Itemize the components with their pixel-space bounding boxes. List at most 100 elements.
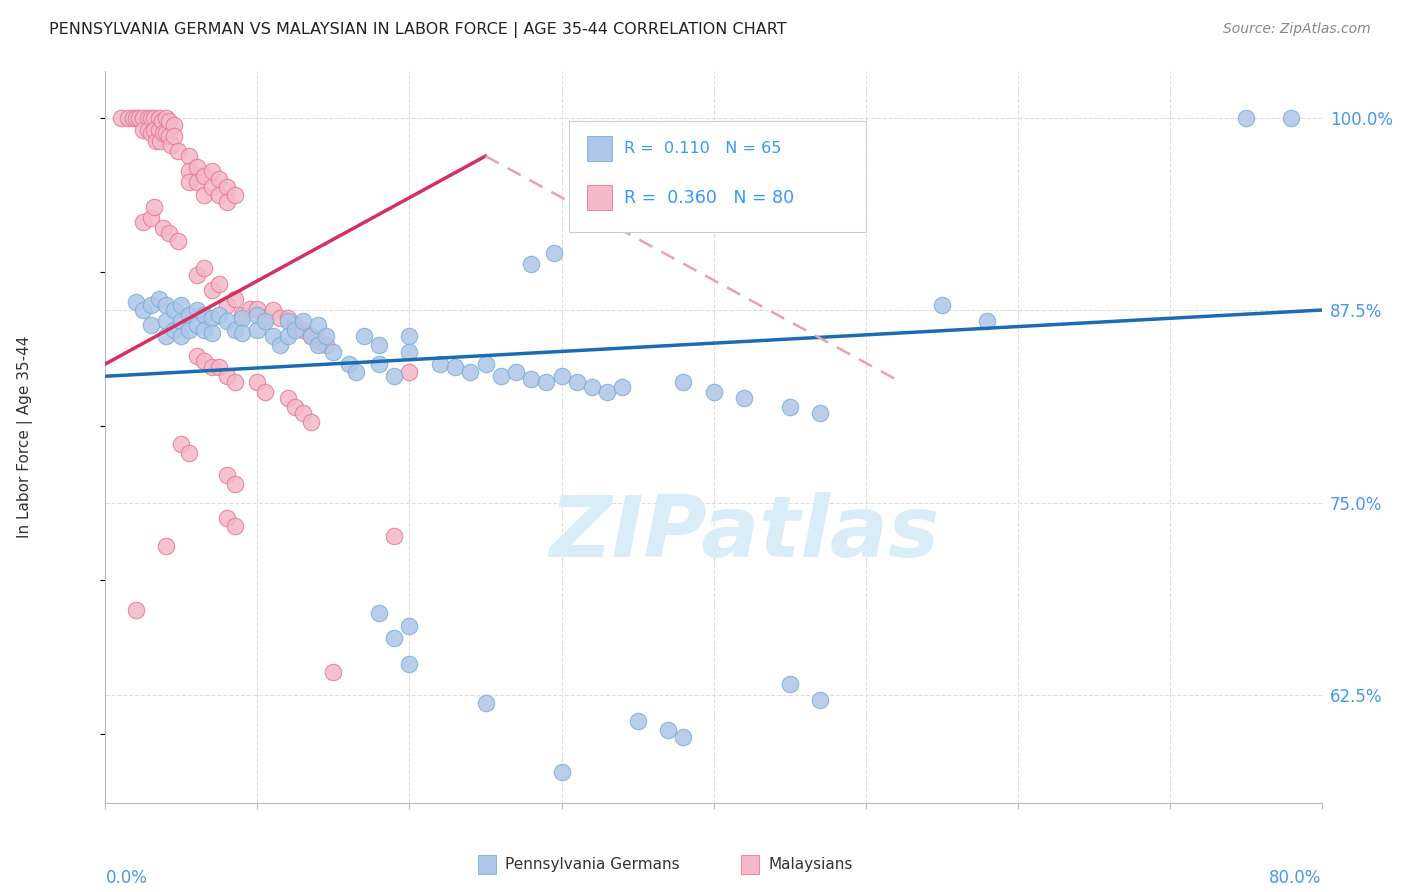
Text: 80.0%: 80.0%: [1270, 869, 1322, 887]
Point: [284, 323, 307, 337]
Point: [136, 123, 159, 137]
Point: [177, 164, 200, 178]
Point: [262, 329, 284, 343]
Point: [596, 384, 619, 399]
Point: [217, 195, 239, 210]
Point: [208, 172, 231, 186]
Point: [139, 126, 162, 140]
Point: [149, 134, 172, 148]
Point: [143, 111, 166, 125]
Point: [672, 215, 695, 229]
Point: [177, 446, 200, 460]
Point: [217, 369, 239, 384]
Point: [208, 308, 231, 322]
Point: [163, 303, 186, 318]
Point: [193, 323, 215, 337]
Point: [246, 323, 269, 337]
Point: [224, 187, 246, 202]
Point: [231, 308, 253, 322]
Point: [299, 329, 322, 343]
Point: [284, 318, 307, 333]
Point: [672, 730, 695, 744]
Point: [217, 511, 239, 525]
Point: [277, 329, 299, 343]
Point: [132, 215, 155, 229]
Point: [315, 338, 337, 352]
Point: [170, 314, 193, 328]
Point: [139, 318, 162, 333]
Text: ZIPatlas: ZIPatlas: [548, 491, 939, 574]
Point: [398, 365, 420, 379]
Text: Source: ZipAtlas.com: Source: ZipAtlas.com: [1223, 22, 1371, 37]
Point: [292, 406, 315, 420]
Point: [177, 149, 200, 163]
Point: [344, 365, 367, 379]
Point: [167, 145, 190, 159]
Point: [163, 118, 186, 132]
Point: [201, 326, 224, 340]
Point: [148, 123, 170, 137]
Point: [157, 226, 180, 240]
Point: [779, 400, 801, 414]
Point: [581, 380, 603, 394]
Point: [254, 310, 277, 325]
Point: [125, 111, 148, 125]
Point: [458, 365, 481, 379]
Point: [520, 372, 543, 386]
Point: [150, 113, 173, 128]
Point: [155, 111, 177, 125]
Point: [307, 338, 329, 352]
Point: [155, 329, 177, 343]
Point: [186, 318, 208, 333]
Point: [148, 111, 170, 125]
Point: [193, 354, 215, 368]
Point: [808, 406, 831, 420]
Point: [398, 329, 420, 343]
Point: [136, 111, 159, 125]
Point: [139, 298, 162, 312]
FancyBboxPatch shape: [569, 120, 866, 232]
Point: [612, 380, 634, 394]
Point: [688, 215, 710, 229]
Point: [733, 391, 755, 405]
Point: [299, 416, 322, 430]
Point: [315, 329, 337, 343]
Text: R =  0.110   N = 65: R = 0.110 N = 65: [624, 141, 782, 156]
Point: [224, 477, 246, 491]
Point: [128, 111, 150, 125]
Text: R =  0.360   N = 80: R = 0.360 N = 80: [624, 188, 794, 207]
Point: [170, 437, 193, 451]
Point: [170, 298, 193, 312]
Point: [382, 369, 405, 384]
Bar: [588, 186, 612, 210]
Point: [269, 310, 291, 325]
Point: [217, 298, 239, 312]
Point: [246, 301, 269, 316]
Point: [292, 314, 315, 328]
Point: [224, 323, 246, 337]
Point: [322, 665, 344, 679]
Point: [254, 384, 277, 399]
Point: [398, 618, 420, 632]
Point: [193, 308, 215, 322]
Text: PENNSYLVANIA GERMAN VS MALAYSIAN IN LABOR FORCE | AGE 35-44 CORRELATION CHART: PENNSYLVANIA GERMAN VS MALAYSIAN IN LABO…: [49, 22, 787, 38]
Point: [121, 111, 143, 125]
Point: [208, 359, 231, 374]
Point: [246, 376, 269, 390]
Point: [186, 160, 208, 174]
Point: [307, 334, 329, 348]
Point: [186, 268, 208, 282]
Point: [186, 303, 208, 318]
Point: [277, 310, 299, 325]
Point: [217, 179, 239, 194]
Point: [208, 187, 231, 202]
Point: [139, 111, 162, 125]
Point: [148, 292, 170, 306]
Point: [186, 349, 208, 363]
Point: [398, 657, 420, 672]
Point: [307, 318, 329, 333]
Bar: [478, 855, 496, 873]
Point: [159, 138, 181, 153]
Point: [976, 314, 998, 328]
Point: [382, 529, 405, 543]
